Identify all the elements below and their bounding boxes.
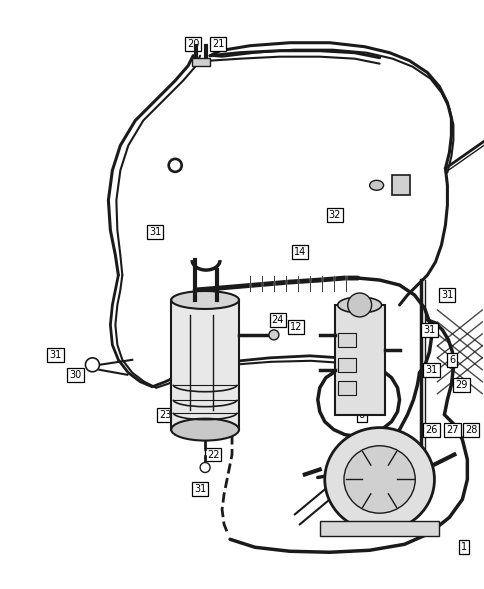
Circle shape [268,330,278,340]
Text: 28: 28 [464,425,477,435]
Ellipse shape [171,291,239,309]
Text: 31: 31 [149,227,161,237]
Text: 27: 27 [445,425,458,435]
Text: 31: 31 [194,484,206,494]
Ellipse shape [324,428,434,531]
Bar [337,380,355,395]
Text: 14: 14 [293,247,305,257]
Bar [391,176,408,196]
Text: 26: 26 [424,425,437,435]
Text: 32: 32 [328,210,340,220]
Text: 31: 31 [49,350,61,360]
Text: 20: 20 [186,39,199,49]
Bar [319,521,439,537]
Bar [334,305,384,415]
Text: 22: 22 [206,449,219,459]
Text: 21: 21 [212,39,224,49]
Text: 30: 30 [69,370,81,380]
Bar [171,300,239,429]
Bar [337,333,355,347]
Text: 6: 6 [358,410,364,419]
Text: 23: 23 [159,410,171,419]
Ellipse shape [369,180,383,190]
Text: 24: 24 [271,315,284,325]
Circle shape [169,160,181,171]
Circle shape [200,462,210,472]
Text: 12: 12 [289,322,302,332]
Text: 31: 31 [424,365,437,375]
Ellipse shape [337,297,381,313]
Text: 29: 29 [454,380,467,390]
Text: 9: 9 [336,322,342,332]
Ellipse shape [343,446,414,513]
Text: 1: 1 [460,542,467,552]
Circle shape [347,293,371,317]
Bar [337,358,355,372]
Circle shape [85,358,99,372]
Circle shape [168,158,182,173]
Ellipse shape [171,419,239,441]
Text: 6: 6 [448,355,454,365]
Text: 31: 31 [440,290,453,300]
Text: 31: 31 [423,325,435,335]
Bar [192,58,210,65]
